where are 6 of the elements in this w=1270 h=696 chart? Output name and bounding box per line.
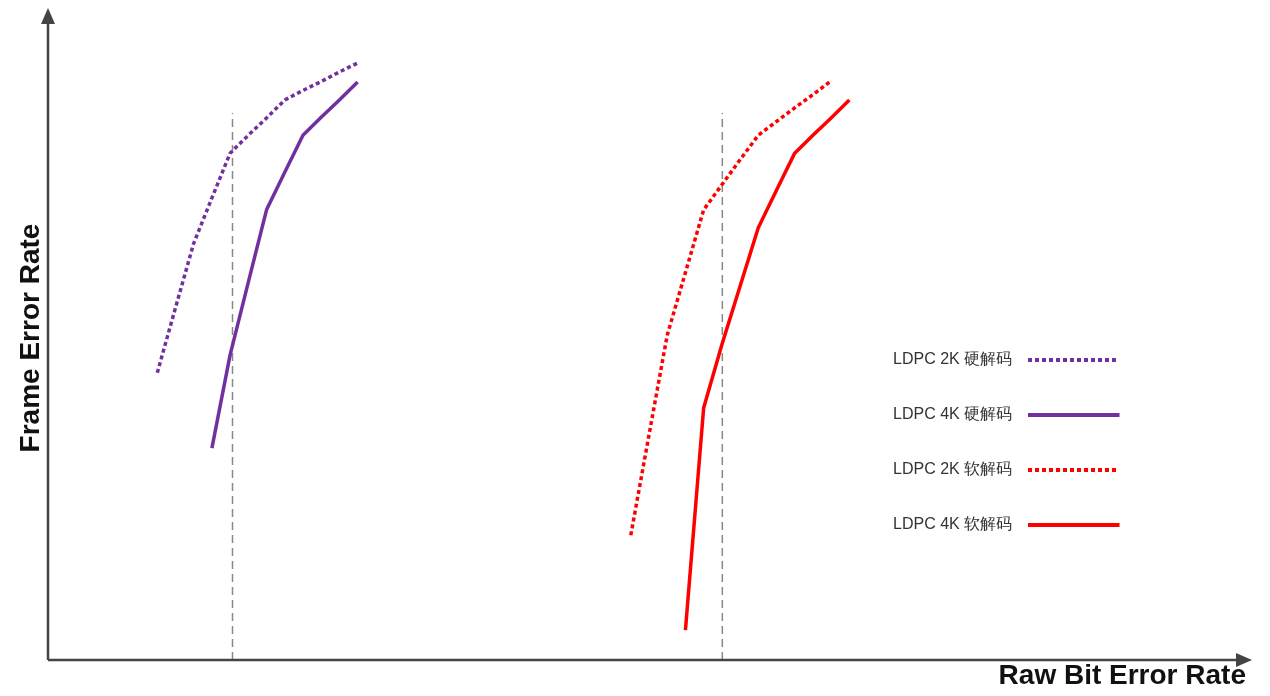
y-axis-title: Frame Error Rate: [14, 223, 46, 453]
legend-label: LDPC 2K 硬解码: [893, 350, 1013, 368]
legend-label: LDPC 2K 软解码: [893, 460, 1013, 478]
legend-label: LDPC 4K 硬解码: [893, 405, 1013, 423]
x-axis-title: Raw Bit Error Rate: [998, 659, 1246, 690]
legend-label: LDPC 4K 软解码: [893, 515, 1013, 533]
